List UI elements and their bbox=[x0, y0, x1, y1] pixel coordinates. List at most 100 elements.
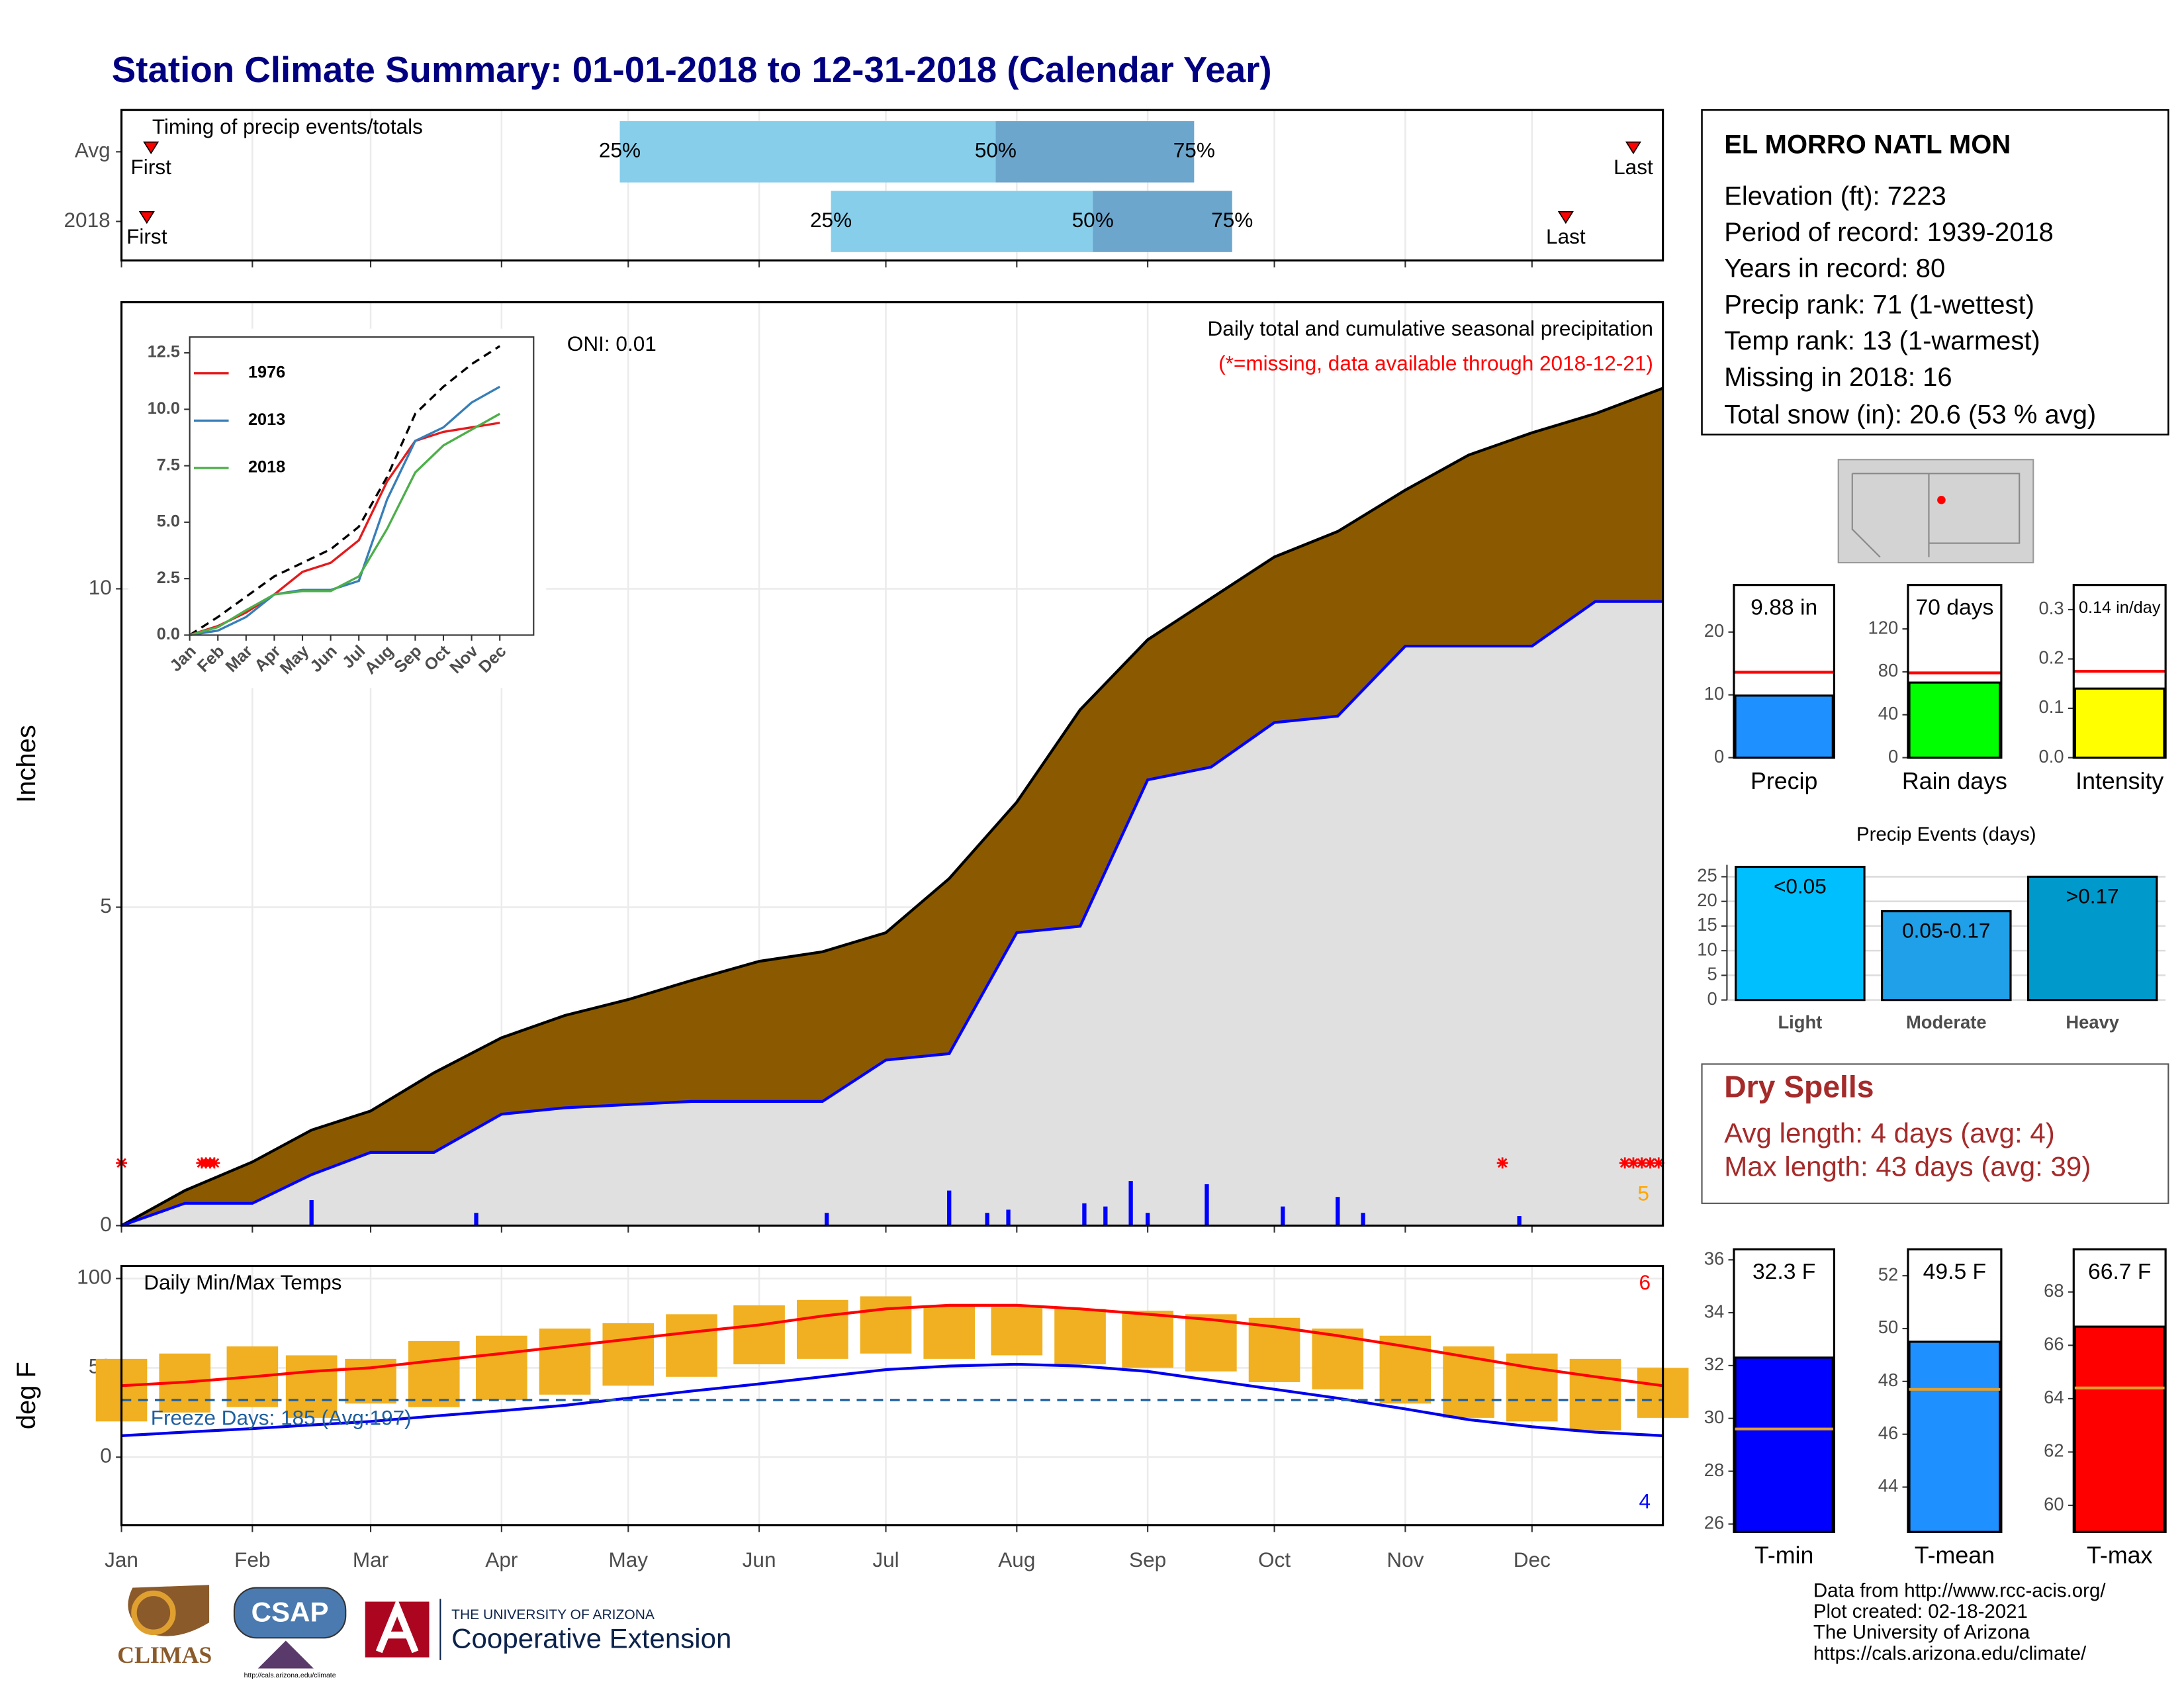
y-tick-label: 5.0 bbox=[157, 512, 180, 531]
y-tick-label: 0 bbox=[1888, 746, 1898, 767]
x-tick-label: Nov bbox=[1387, 1548, 1424, 1571]
daily-bar bbox=[1205, 1184, 1209, 1226]
bar bbox=[1908, 681, 2001, 759]
bar bbox=[2073, 687, 2165, 759]
percentile-label: 25% bbox=[810, 208, 852, 232]
y-tick-label: 36 bbox=[1704, 1248, 1724, 1268]
bar bbox=[619, 121, 996, 183]
page-title: Station Climate Summary: 01-01-2018 to 1… bbox=[112, 49, 1272, 90]
value-label-box bbox=[1733, 585, 1835, 633]
plot-frame bbox=[120, 109, 1664, 262]
temp-range-bar bbox=[1185, 1314, 1237, 1372]
daily-bar bbox=[1128, 1181, 1133, 1226]
temp-range-bar bbox=[602, 1323, 655, 1386]
station-line: Precip rank: 71 (1-wettest) bbox=[1724, 290, 2034, 319]
marker-label: First bbox=[131, 155, 172, 179]
temp-range-bar bbox=[1569, 1358, 1621, 1430]
plot-background bbox=[189, 337, 534, 635]
y-tick-label: 46 bbox=[1878, 1423, 1898, 1443]
y-tick-label: 30 bbox=[1704, 1407, 1724, 1427]
temp-range-bar bbox=[733, 1305, 785, 1364]
value-label: 49.5 F bbox=[1923, 1260, 1986, 1284]
y-axis-label: deg F bbox=[12, 1362, 41, 1429]
bar bbox=[1735, 865, 1866, 1002]
line bbox=[120, 600, 1663, 1227]
csap-mountain bbox=[257, 1640, 314, 1669]
ua-extension: Cooperative Extension bbox=[451, 1623, 731, 1654]
freeze-label: Freeze Days: 185 (Avg:197) bbox=[151, 1406, 412, 1430]
value-label-box bbox=[1907, 1249, 2001, 1297]
logos: CLIMAS CSAP http://cals.arizona.edu/clim… bbox=[117, 1585, 731, 1679]
value-label-box bbox=[1907, 585, 2001, 633]
event-marker bbox=[1557, 211, 1574, 224]
temp-range-bar bbox=[666, 1314, 717, 1377]
value-label: 32.3 F bbox=[1752, 1260, 1815, 1284]
bar bbox=[831, 191, 1093, 252]
y-tick-label: 0.0 bbox=[2039, 746, 2064, 767]
state-borders bbox=[1851, 473, 2021, 558]
daily-bar bbox=[474, 1213, 478, 1226]
y-tick-label: 10 bbox=[1704, 683, 1724, 704]
y-tick-label: 80 bbox=[1878, 660, 1898, 680]
value-label: 66.7 F bbox=[2088, 1260, 2151, 1284]
plot-frame bbox=[120, 1264, 1664, 1526]
bar-label: 0.05-0.17 bbox=[1902, 918, 1990, 942]
y-tick-label: 66 bbox=[2044, 1334, 2064, 1354]
dry-spells-line: Max length: 43 days (avg: 39) bbox=[1724, 1150, 2091, 1182]
plot-frame bbox=[120, 301, 1664, 1227]
climas-logo: CLIMAS bbox=[117, 1642, 212, 1668]
y-tick-label: 10 bbox=[1697, 939, 1717, 959]
y-tick-label: 0.3 bbox=[2039, 598, 2064, 618]
value-label: 0.14 in/day bbox=[2079, 598, 2161, 617]
x-tick-label: Mar bbox=[353, 1548, 388, 1571]
footer: Data from http://www.rcc-acis.org/ Plot … bbox=[1813, 1580, 2106, 1665]
missing-marker bbox=[1496, 1157, 1508, 1169]
percentile-label: 25% bbox=[599, 138, 641, 162]
y-tick-label: 0 bbox=[1707, 988, 1717, 1009]
y-tick-label: 40 bbox=[1878, 703, 1898, 724]
bar bbox=[1880, 910, 2012, 1002]
panel-title: Daily total and cumulative seasonal prec… bbox=[1208, 316, 1653, 340]
line bbox=[121, 1303, 1663, 1387]
daily-bar bbox=[309, 1200, 314, 1226]
footer-line: Data from http://www.rcc-acis.org/ bbox=[1813, 1580, 2106, 1602]
category-label: Rain days bbox=[1902, 768, 2007, 794]
line bbox=[189, 412, 501, 637]
category-label: T-max bbox=[2087, 1542, 2152, 1569]
daily-bar bbox=[1006, 1209, 1011, 1226]
temp-range-bar bbox=[539, 1328, 591, 1395]
category-label: Intensity bbox=[2075, 768, 2163, 794]
x-tick-label: Sep bbox=[1129, 1548, 1166, 1571]
daily-bar bbox=[825, 1213, 829, 1226]
y-tick-label: 10.0 bbox=[148, 399, 180, 418]
line bbox=[121, 1362, 1663, 1437]
line bbox=[120, 387, 1664, 1227]
dry-spells-frame bbox=[1701, 1063, 2169, 1204]
panel-title: Daily Min/Max Temps bbox=[144, 1270, 341, 1294]
temp-range-bar bbox=[408, 1340, 460, 1407]
bar bbox=[1734, 1356, 1834, 1533]
category-label: Light bbox=[1778, 1012, 1822, 1033]
temp-range-bar bbox=[1054, 1309, 1106, 1364]
bar bbox=[1908, 1340, 2001, 1533]
daily-bar bbox=[1281, 1206, 1285, 1226]
y-tick-label: 0 bbox=[1714, 746, 1724, 767]
footer-line: Plot created: 02-18-2021 bbox=[1813, 1601, 2028, 1622]
csap-cloud bbox=[233, 1587, 347, 1639]
y-tick-label: 15 bbox=[1697, 914, 1717, 935]
category-label: T-min bbox=[1754, 1542, 1813, 1569]
daily-bar bbox=[1145, 1213, 1150, 1226]
y-tick-label: 7.5 bbox=[157, 455, 180, 474]
y-tick-label: 2.5 bbox=[157, 569, 180, 587]
daily-bar bbox=[1517, 1216, 1522, 1226]
x-tick-label: Aug bbox=[998, 1548, 1035, 1571]
plot-frame bbox=[1733, 1248, 1835, 1533]
percentile-label: 75% bbox=[1211, 208, 1253, 232]
legend-label: 2013 bbox=[248, 410, 285, 429]
area bbox=[121, 601, 1663, 1226]
temp-range-bar bbox=[1122, 1310, 1173, 1368]
percentile-label: 50% bbox=[975, 138, 1017, 162]
y-tick-label: 48 bbox=[1878, 1370, 1898, 1390]
climas-ring bbox=[131, 1590, 176, 1636]
bar bbox=[995, 121, 1195, 183]
